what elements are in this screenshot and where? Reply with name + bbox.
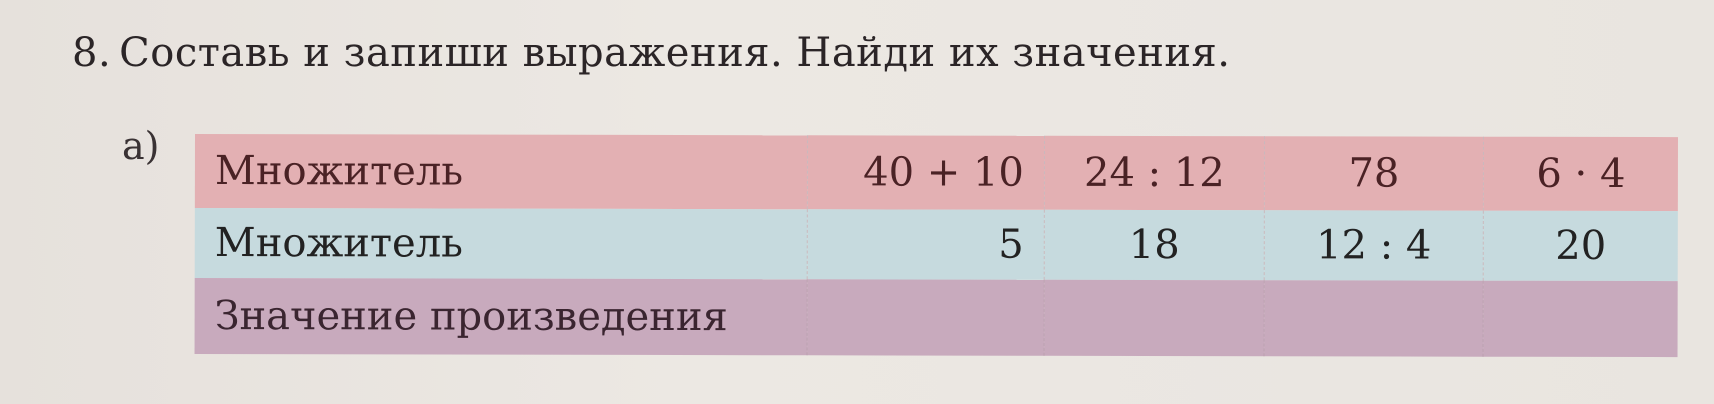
table-cell-empty: [1483, 280, 1678, 358]
task-heading: 8. Составь и запиши выражения. Найди их з…: [72, 30, 1230, 76]
table-row-factor-2: Множитель 5 18 12 : 4 20: [194, 207, 1678, 282]
table-cell-empty: [1044, 279, 1265, 357]
row-label: Множитель: [214, 148, 464, 195]
table-cell: 6 · 4: [1483, 136, 1678, 212]
task-number: 8.: [72, 30, 112, 76]
table-cell: 5: [807, 209, 1045, 280]
part-label: а): [122, 124, 160, 168]
row-label: Значение произведения: [214, 293, 728, 341]
table-row-product: Значение произведения: [194, 277, 1678, 358]
table-cell: 20: [1483, 210, 1678, 282]
table-cell-empty: [1264, 280, 1484, 357]
table-cell: 40 + 10: [807, 135, 1045, 210]
table-cell-empty: [807, 279, 1045, 356]
multiplication-table: Множитель 40 + 10 24 : 12 78 6 · 4 Множи…: [194, 134, 1678, 358]
row-label: Множитель: [214, 220, 463, 267]
table-cell: 24 : 12: [1044, 135, 1265, 211]
table-row-factor-1: Множитель 40 + 10 24 : 12 78 6 · 4: [194, 134, 1678, 212]
table-cell: 78: [1264, 136, 1484, 211]
table-cell: 18: [1044, 209, 1265, 281]
task-text: Составь и запиши выражения. Найди их зна…: [119, 30, 1231, 76]
table-cell: 12 : 4: [1264, 210, 1484, 281]
